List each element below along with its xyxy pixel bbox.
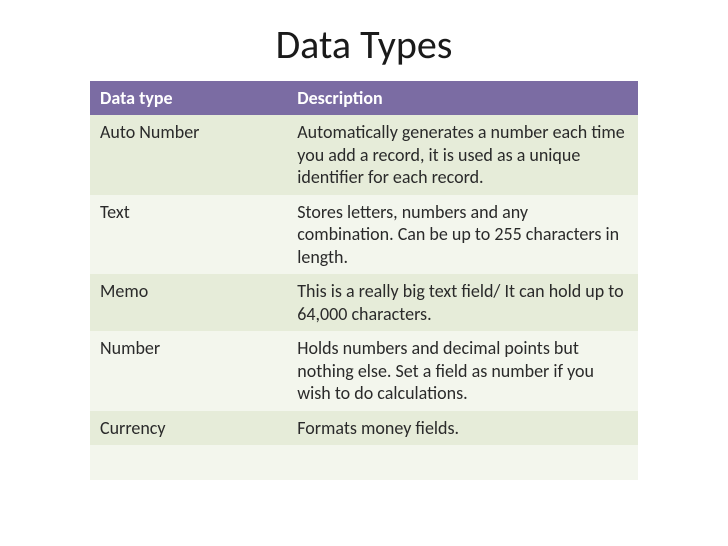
cell-desc: Formats money fields. (287, 411, 638, 446)
table-row: Currency Formats money fields. (90, 411, 638, 446)
cell-type (90, 445, 287, 480)
col-header-desc: Description (287, 81, 638, 115)
cell-desc (287, 445, 638, 480)
cell-desc: Stores letters, numbers and any combinat… (287, 195, 638, 275)
cell-desc: Automatically generates a number each ti… (287, 115, 638, 195)
cell-type: Currency (90, 411, 287, 446)
cell-type: Number (90, 331, 287, 411)
data-types-table: Data type Description Auto Number Automa… (90, 81, 638, 480)
table-row: Memo This is a really big text field/ It… (90, 274, 638, 331)
slide-title: Data Types (90, 20, 638, 69)
table-header-row: Data type Description (90, 81, 638, 115)
cell-type: Auto Number (90, 115, 287, 195)
table-row: Auto Number Automatically generates a nu… (90, 115, 638, 195)
cell-type: Memo (90, 274, 287, 331)
table-row: Text Stores letters, numbers and any com… (90, 195, 638, 275)
cell-type: Text (90, 195, 287, 275)
col-header-type: Data type (90, 81, 287, 115)
table-row: Number Holds numbers and decimal points … (90, 331, 638, 411)
table-row (90, 445, 638, 480)
cell-desc: Holds numbers and decimal points but not… (287, 331, 638, 411)
cell-desc: This is a really big text field/ It can … (287, 274, 638, 331)
slide: Data Types Data type Description Auto Nu… (0, 0, 728, 546)
